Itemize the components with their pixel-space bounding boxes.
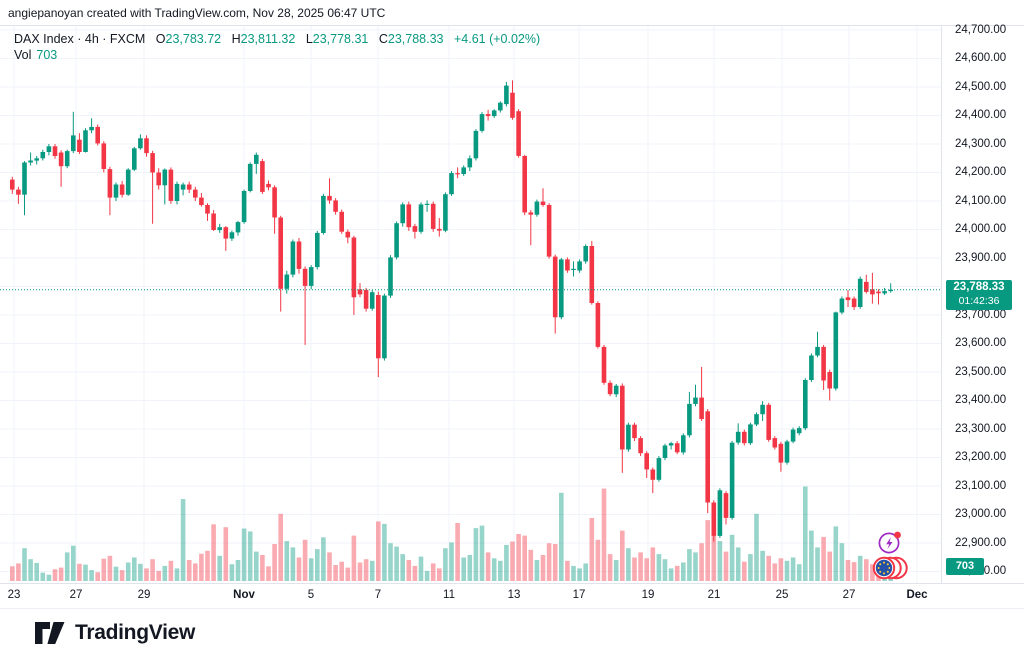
time-axis-label: 7 [374, 589, 382, 601]
pane-top-border [0, 25, 1024, 26]
price-axis-label: 23,300.00 [955, 422, 1007, 435]
price-axis-label: 24,700.00 [955, 23, 1007, 36]
price-axis-separator [941, 25, 942, 583]
close-value: 23,788.33 [387, 32, 444, 46]
open-value: 23,783.72 [165, 32, 222, 46]
open-label: O [155, 32, 166, 46]
price-axis-label: 23,400.00 [955, 394, 1007, 406]
pane-bottom-border [0, 608, 1024, 609]
price-axis-label: 23,500.00 [955, 365, 1007, 378]
time-axis-label: 5 [307, 589, 315, 601]
price-axis-label: 23,700.00 [955, 308, 1007, 321]
economic-events-coins-icon[interactable] [872, 556, 908, 580]
price-axis-label: 24,500.00 [955, 80, 1007, 93]
time-axis[interactable]: 23 27 29 Nov 5 7 11 13 17 19 21 25 27 Dec [0, 584, 941, 608]
volume-value: 703 [36, 48, 58, 62]
change-value: +4.61 (+0.02%) [453, 32, 541, 46]
price-axis-label: 23,200.00 [955, 451, 1007, 463]
notification-dot-icon [894, 531, 901, 539]
time-axis-label: 17 [572, 589, 586, 601]
price-axis-label: 24,000.00 [955, 223, 1007, 235]
time-axis-label: 21 [707, 589, 721, 601]
attribution-text: angiepanoyan created with TradingView.co… [8, 6, 386, 20]
volume-axis-badge: 703 [946, 558, 984, 575]
time-axis-label: 11 [443, 589, 455, 601]
last-price-value: 23,788.33 [953, 281, 1005, 293]
price-axis-label: 23,900.00 [955, 251, 1007, 264]
time-axis-label: 27 [842, 589, 856, 601]
high-label: H [231, 32, 241, 46]
price-axis-label: 24,300.00 [955, 137, 1007, 150]
high-value: 23,811.32 [240, 32, 296, 46]
tradingview-logo-text: TradingView [75, 621, 196, 644]
last-price-badge: 23,788.33 01:42:36 [946, 280, 1012, 310]
close-label: C [378, 32, 388, 46]
time-axis-label: Nov [233, 589, 255, 601]
symbol-title: DAX Index · 4h · FXCM [14, 32, 146, 46]
tradingview-logo-mark [35, 622, 65, 644]
tradingview-logo[interactable]: TradingView [34, 620, 195, 646]
symbol-legend: DAX Index · 4h · FXCM O23,783.72 H23,811… [14, 31, 540, 47]
time-axis-label: 29 [137, 589, 151, 601]
price-axis-label: 22,900.00 [955, 536, 1007, 549]
price-axis-label: 24,600.00 [955, 52, 1007, 64]
low-value: 23,778.31 [312, 32, 369, 46]
time-axis-label: 23 [7, 589, 21, 601]
time-axis-label: 27 [69, 589, 83, 601]
ideas-spark-icon[interactable] [878, 531, 901, 554]
price-axis-label: 23,100.00 [955, 479, 1007, 492]
volume-label: Vol [14, 48, 32, 62]
time-axis-label: 25 [775, 589, 789, 601]
bar-countdown: 01:42:36 [958, 295, 1000, 307]
time-axis-label: Dec [906, 589, 928, 601]
price-axis-label: 24,200.00 [955, 166, 1007, 178]
time-axis-label: 13 [507, 589, 521, 601]
price-axis-label: 24,400.00 [955, 109, 1007, 121]
time-axis-label: 19 [641, 589, 655, 601]
price-axis-label: 24,100.00 [955, 194, 1007, 207]
price-axis-label: 23,000.00 [955, 508, 1007, 520]
time-axis-separator [0, 583, 1024, 584]
volume-legend: Vol 703 [14, 48, 57, 62]
price-axis-label: 23,600.00 [955, 337, 1007, 349]
low-label: L [305, 32, 313, 46]
